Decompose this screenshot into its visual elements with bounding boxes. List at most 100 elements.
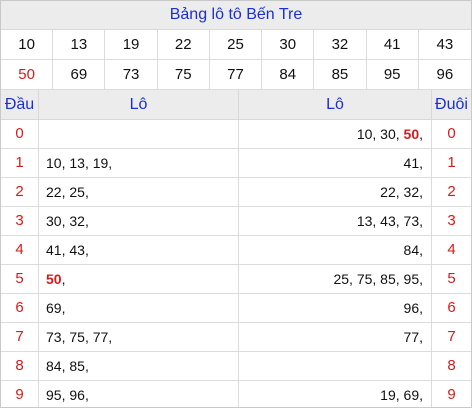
lo-left-cell: 84, 85, — [38, 352, 238, 380]
lo-number: 73 — [46, 329, 62, 345]
lo-number: 22 — [46, 184, 62, 200]
lo-left-cell: 10, 13, 19, — [38, 149, 238, 177]
duoi-cell: 3 — [431, 207, 471, 235]
number-cell: 95 — [366, 60, 419, 90]
lo-number: 19 — [92, 155, 109, 171]
number-cell: 73 — [105, 60, 158, 90]
duoi-cell: 5 — [431, 265, 471, 293]
lo-number: 84 — [46, 358, 62, 374]
dau-cell: 7 — [15, 328, 24, 345]
lo-right-cell: 13, 43, 73, — [238, 207, 431, 235]
lo-number: 75 — [356, 271, 373, 287]
lo-right-cell: 25, 75, 85, 95, — [238, 265, 431, 293]
lo-left-cell: 95, 96, — [38, 381, 238, 407]
lo-number: 50 — [403, 126, 420, 142]
number-cell: 30 — [262, 30, 315, 60]
dau-cell: 1 — [15, 154, 24, 171]
lo-number: 10 — [356, 126, 373, 142]
lo-number: 77 — [403, 329, 420, 345]
duoi-cell: 1 — [431, 149, 471, 177]
lo-number: 85 — [380, 271, 396, 287]
dau-cell: 9 — [15, 386, 24, 403]
duoi-cell: 4 — [431, 236, 471, 264]
table-row: 4 41, 43, 84, 4 — [1, 236, 471, 265]
lo-left-cell: 22, 25, — [38, 178, 238, 206]
number-cell: 32 — [314, 30, 367, 60]
lo-number: 41 — [46, 242, 62, 258]
lo-number: 95 — [46, 387, 62, 403]
lo-left-cell: 69, — [38, 294, 238, 322]
duoi-cell: 7 — [431, 323, 471, 351]
number-cell: 85 — [314, 60, 367, 90]
lo-number: 77 — [92, 329, 109, 345]
lo-left-cell — [38, 120, 238, 148]
dau-cell: 0 — [15, 125, 24, 142]
lo-number: 13 — [356, 213, 373, 229]
lo-right-cell — [238, 352, 431, 380]
table-row: 7 73, 75, 77, 77, 7 — [1, 323, 471, 352]
table-row: 8 84, 85, 8 — [1, 352, 471, 381]
table-row: 9 95, 96, 19, 69, 9 — [1, 381, 471, 407]
duoi-cell: 9 — [431, 381, 471, 407]
number-cell: 77 — [209, 60, 263, 90]
duoi-cell: 0 — [431, 120, 471, 148]
lo-right-cell: 22, 32, — [238, 178, 431, 206]
dau-cell: 3 — [15, 212, 24, 229]
lo-number: 30 — [46, 213, 62, 229]
lo-left-cell: 73, 75, 77, — [38, 323, 238, 351]
lo-number: 84 — [403, 242, 420, 258]
number-cell: 22 — [157, 30, 210, 60]
lo-number: 96 — [403, 300, 420, 316]
lo-number: 43 — [69, 242, 85, 258]
lo-number: 32 — [69, 213, 85, 229]
number-cell: 96 — [418, 60, 471, 90]
table-row: 5 50, 25, 75, 85, 95, 5 — [1, 265, 471, 294]
lo-number: 50 — [46, 271, 62, 287]
dau-cell: 5 — [15, 270, 24, 287]
table-body: 0 10, 30, 50, 0 1 10, 13, 19, 41, 1 2 22, 25, 22,… — [1, 120, 471, 407]
table-row: 0 10, 30, 50, 0 — [1, 120, 471, 149]
lo-number: 13 — [69, 155, 85, 171]
table-row: 1 10, 13, 19, 41, 1 — [1, 149, 471, 178]
header-lo-right: Lô — [238, 90, 431, 119]
lo-number: 75 — [69, 329, 85, 345]
number-cell: 50 — [1, 60, 54, 90]
lo-number: 19 — [380, 387, 396, 403]
lo-number: 85 — [69, 358, 85, 374]
lo-number: 69 — [46, 300, 62, 316]
number-cell: 10 — [1, 30, 54, 60]
lo-number: 41 — [403, 155, 420, 171]
table-row: 6 69, 96, 6 — [1, 294, 471, 323]
lo-number: 25 — [69, 184, 85, 200]
table-row: 3 30, 32, 13, 43, 73, 3 — [1, 207, 471, 236]
lo-number: 25 — [333, 271, 350, 287]
lo-number: 30 — [380, 126, 396, 142]
table-header: Đầu Lô Lô Đuôi — [1, 90, 471, 120]
lo-right-cell: 96, — [238, 294, 431, 322]
dau-cell: 8 — [15, 357, 24, 374]
number-cell: 84 — [262, 60, 315, 90]
duoi-cell: 6 — [431, 294, 471, 322]
header-lo-left: Lô — [38, 90, 238, 119]
header-dau: Đầu — [4, 96, 35, 113]
number-cell: 69 — [53, 60, 106, 90]
lo-right-cell: 77, — [238, 323, 431, 351]
dau-cell: 4 — [15, 241, 24, 258]
lo-right-cell: 84, — [238, 236, 431, 264]
dau-cell: 2 — [15, 183, 24, 200]
number-cell: 13 — [53, 30, 106, 60]
duoi-cell: 2 — [431, 178, 471, 206]
lo-number: 10 — [46, 155, 62, 171]
lo-right-cell: 41, — [238, 149, 431, 177]
duoi-cell: 8 — [431, 352, 471, 380]
dau-cell: 6 — [15, 299, 24, 316]
header-duoi: Đuôi — [431, 90, 471, 119]
lo-left-cell: 41, 43, — [38, 236, 238, 264]
lo-number: 22 — [380, 184, 396, 200]
number-cell: 75 — [157, 60, 210, 90]
table-title: Bảng lô tô Bến Tre — [1, 1, 471, 30]
number-cell: 41 — [366, 30, 419, 60]
lo-left-cell: 30, 32, — [38, 207, 238, 235]
lo-number: 96 — [69, 387, 85, 403]
